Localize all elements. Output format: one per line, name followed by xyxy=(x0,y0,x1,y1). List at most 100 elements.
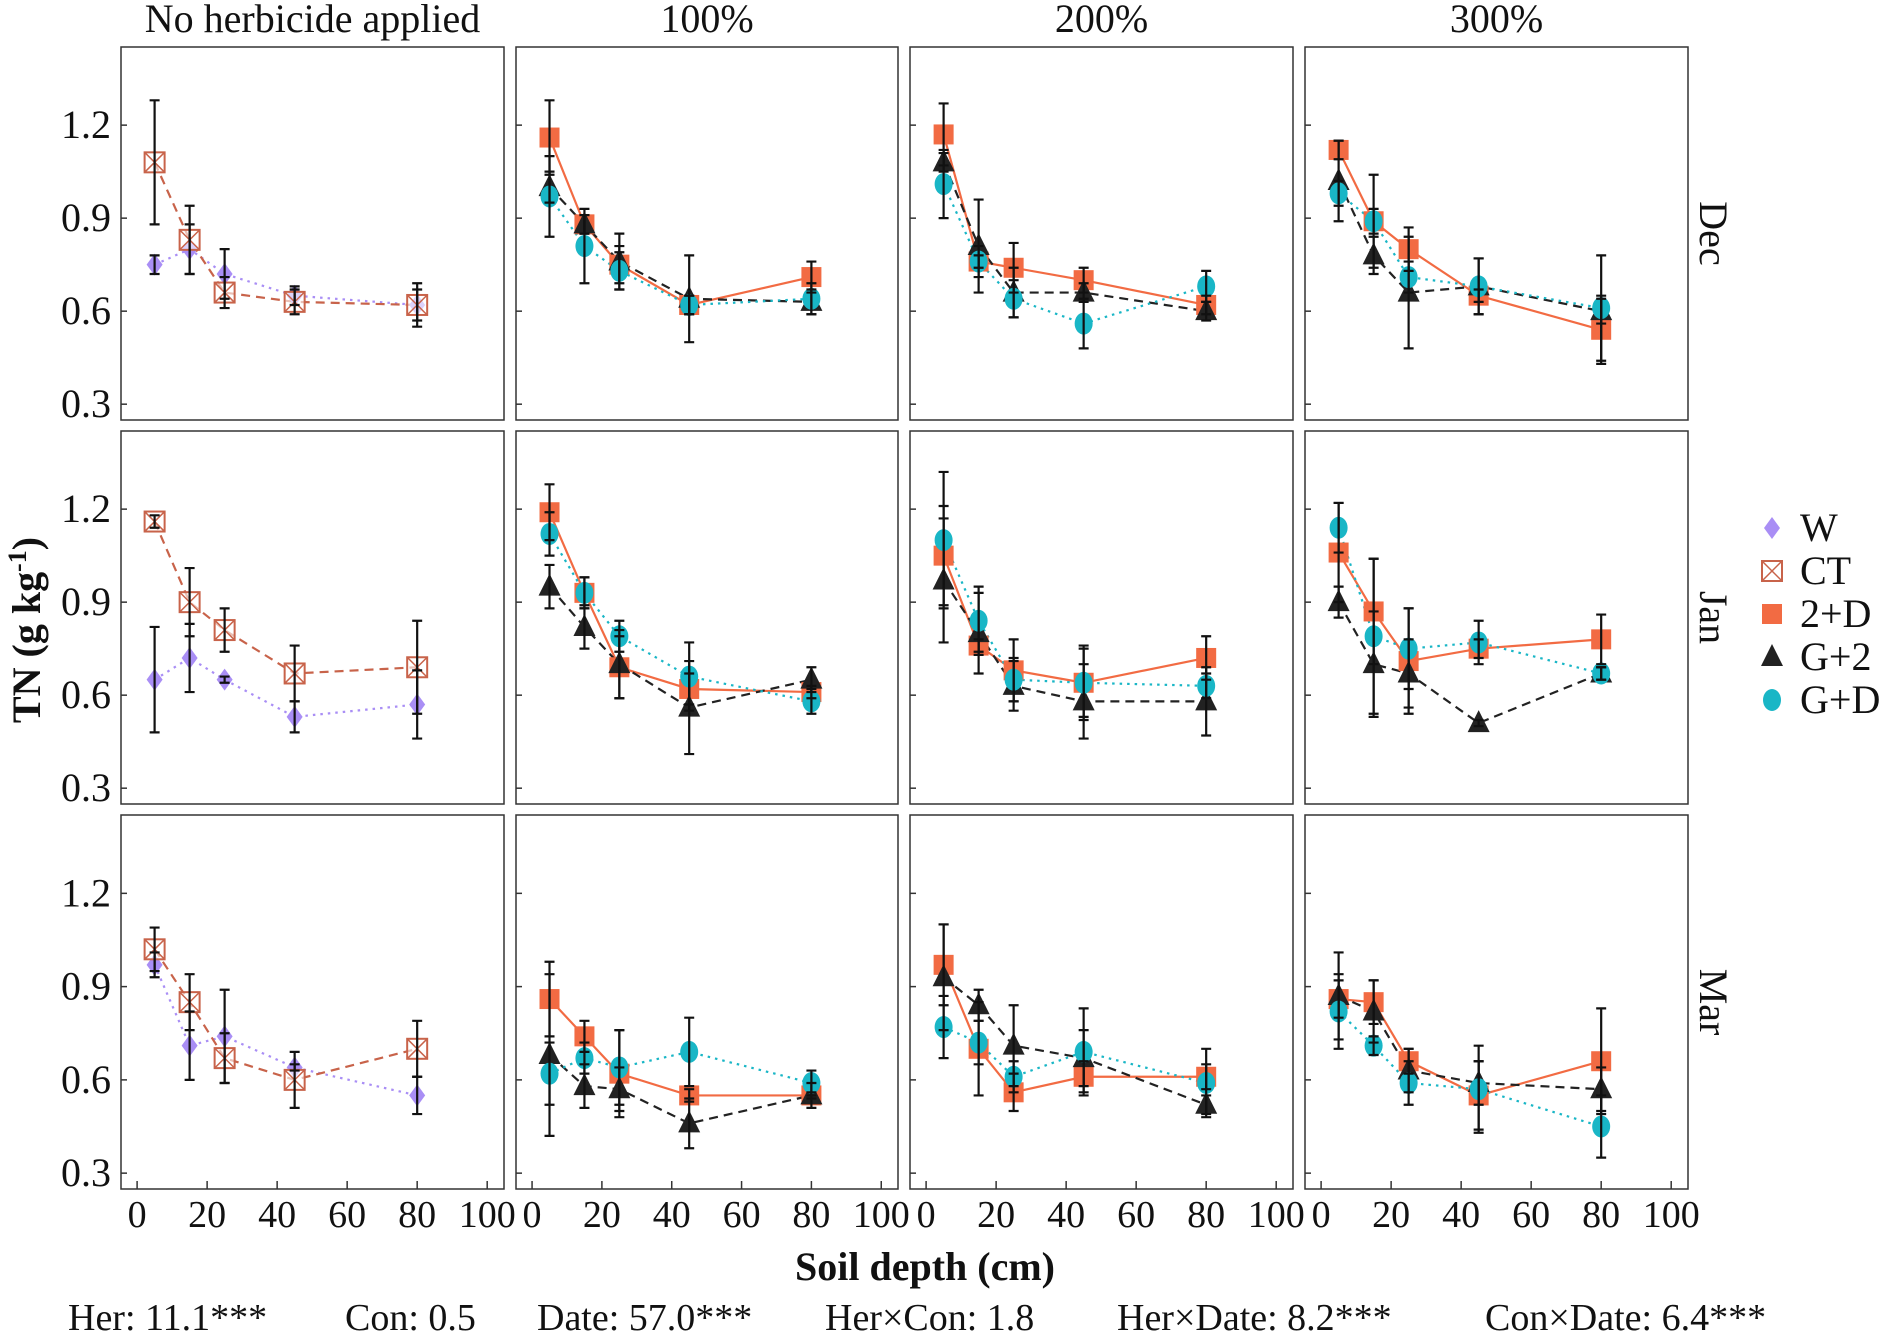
x-tick-label: 40 xyxy=(1047,1194,1085,1236)
panel-dec-3 xyxy=(1304,46,1689,421)
y-tick-label: 1.2 xyxy=(61,870,111,915)
y-tick-label: 0.6 xyxy=(61,1057,111,1102)
series-line-W xyxy=(154,247,418,307)
error-bar-W xyxy=(219,675,230,684)
error-bar-G+2 xyxy=(684,1097,695,1150)
y-tick-label: 0.3 xyxy=(61,765,111,810)
statistics-annotations: Her: 11.1*** Con: 0.5 Date: 57.0*** Her×Con… xyxy=(68,1297,1766,1337)
y-tick-label: 0.9 xyxy=(61,195,111,240)
x-tick-label: 0 xyxy=(128,1194,147,1236)
error-bar-CT xyxy=(412,619,423,715)
x-axis-label: Soil depth (cm) xyxy=(795,1244,1055,1289)
series-line-CT xyxy=(153,161,418,307)
series-line-G+2 xyxy=(548,585,812,709)
x-tick-label: 80 xyxy=(398,1194,436,1236)
statistic-label: Her: 11.1*** xyxy=(68,1297,267,1337)
row-labels: Dec Jan Mar xyxy=(1691,201,1736,1035)
x-tick-label: 40 xyxy=(258,1194,296,1236)
y-axis-label: TN (g kg-1) xyxy=(3,537,49,723)
panel-frame xyxy=(1304,46,1689,421)
x-tick-label: 0 xyxy=(523,1194,542,1236)
error-bar-G+D xyxy=(614,1029,625,1106)
row-label: Jan xyxy=(1691,591,1736,644)
statistic-label: Con: 0.5 xyxy=(345,1297,476,1337)
error-bar-G+D xyxy=(1473,619,1484,666)
error-bar-G+D xyxy=(684,294,695,316)
panel-frame xyxy=(515,430,899,805)
panel-frame xyxy=(1304,430,1689,805)
series-line-G+2 xyxy=(1337,180,1602,313)
error-bar-G+D xyxy=(684,1016,695,1088)
statistic-label: Her×Con: 1.8 xyxy=(825,1297,1034,1337)
error-bar-G+D xyxy=(1008,279,1019,319)
series-line-G+D xyxy=(549,1050,812,1085)
error-bar-G+D xyxy=(1333,973,1344,1050)
y-tick-label: 0.9 xyxy=(61,579,111,624)
legend-marker-G+D xyxy=(1763,689,1781,711)
legend-marker-CT xyxy=(1761,560,1783,582)
x-tick-label: 60 xyxy=(723,1194,761,1236)
series-line-G+2 xyxy=(942,161,1207,313)
error-bar-CT xyxy=(149,514,160,529)
error-bar-G+D xyxy=(544,155,555,238)
error-bar-CT xyxy=(149,99,160,226)
x-tick-label: 40 xyxy=(1442,1194,1480,1236)
error-bar-2+D xyxy=(1596,613,1607,666)
error-bar-G+D xyxy=(1596,1094,1607,1159)
y-tick-label: 1.2 xyxy=(61,486,111,531)
error-bar-G+D xyxy=(973,1019,984,1066)
x-tick-label: 100 xyxy=(1248,1194,1305,1236)
error-bar-G+D xyxy=(1368,1035,1379,1057)
error-bar-G+D xyxy=(579,576,590,610)
column-header: 300% xyxy=(1450,0,1543,41)
x-tick-label: 60 xyxy=(1117,1194,1155,1236)
error-bar-G+D xyxy=(1473,1044,1484,1134)
error-bar-G+2 xyxy=(1333,585,1344,619)
error-bar-G+D xyxy=(806,282,817,316)
error-bar-G+D xyxy=(1078,647,1089,718)
error-bar-G+D xyxy=(684,641,695,712)
legend-marker-2+D xyxy=(1762,604,1782,624)
error-bar-G+2 xyxy=(1473,718,1484,728)
x-tick-label: 100 xyxy=(1643,1194,1700,1236)
error-bar-CT xyxy=(412,1019,423,1078)
x-tick-label: 20 xyxy=(1372,1194,1410,1236)
error-bar-CT xyxy=(289,1050,300,1109)
panel-mar-2: 0 20 40 60 80 100 xyxy=(909,814,1305,1236)
error-bar-CT xyxy=(289,288,300,316)
legend-item-2+D: 2+D xyxy=(1762,591,1871,636)
error-bar-CT xyxy=(184,566,195,638)
panel-jan-1 xyxy=(515,430,899,805)
error-bar-G+D xyxy=(1403,1060,1414,1106)
error-bar-G+D xyxy=(614,251,625,291)
error-bar-G+D xyxy=(1473,257,1484,316)
series-line-G+D xyxy=(943,1026,1207,1085)
x-tick-label: 60 xyxy=(328,1194,366,1236)
x-tick-label: 100 xyxy=(853,1194,910,1236)
panel-jan-0: 0.3 0.6 0.9 1.2 xyxy=(61,430,505,810)
panel-mar-1: 0 20 40 60 80 100 xyxy=(515,814,910,1236)
y-tick-label: 0.9 xyxy=(61,964,111,1009)
row-label: Dec xyxy=(1691,201,1736,265)
error-bar-G+2 xyxy=(544,563,555,610)
error-bar-G+D xyxy=(1596,666,1607,681)
error-bar-W xyxy=(149,254,160,276)
y-tick-label: 0.6 xyxy=(61,672,111,717)
x-tick-label: 20 xyxy=(977,1194,1015,1236)
panels: 0.3 0.6 0.9 1.2 0.3 0.6 0.9 1.2 0.3 0.6 0.9 1.2 0 20 4… xyxy=(61,46,1700,1236)
error-bar-G+D xyxy=(1008,1060,1019,1094)
error-bar-CT xyxy=(149,926,160,973)
error-bar-G+D xyxy=(579,1041,590,1075)
column-header: 200% xyxy=(1055,0,1148,41)
x-tick-label: 40 xyxy=(653,1194,691,1236)
panel-frame xyxy=(515,814,899,1190)
error-bar-CT xyxy=(184,973,195,1032)
legend-label: G+2 xyxy=(1800,634,1871,679)
legend-marker-W xyxy=(1764,517,1780,539)
error-bar-G+D xyxy=(973,585,984,656)
legend-marker-G+2 xyxy=(1761,644,1783,666)
panel-dec-2 xyxy=(909,46,1294,421)
panel-dec-0: 0.3 0.6 0.9 1.2 xyxy=(61,46,505,426)
